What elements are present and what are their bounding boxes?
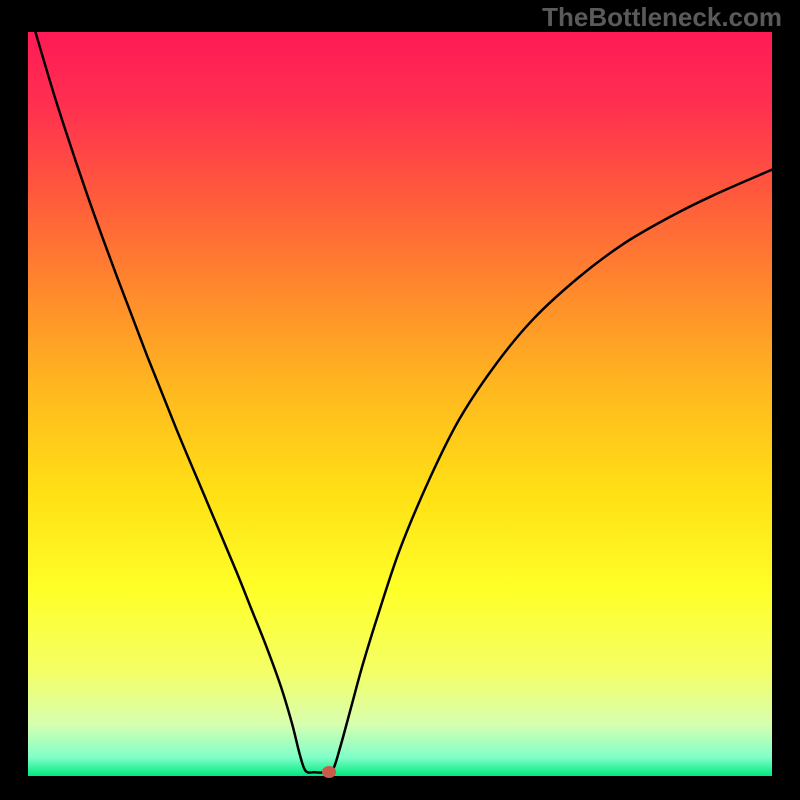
watermark-text: TheBottleneck.com bbox=[542, 2, 782, 33]
plot-area bbox=[28, 32, 772, 776]
chart-container: TheBottleneck.com bbox=[0, 0, 800, 800]
optimal-point-marker bbox=[322, 766, 336, 778]
bottleneck-curve bbox=[28, 32, 772, 776]
